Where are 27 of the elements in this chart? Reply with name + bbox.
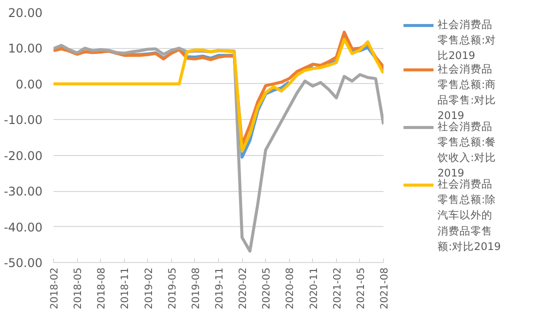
x-tick-label: 2020-08 <box>285 267 296 310</box>
x-tick-label: 2019-11 <box>214 267 226 310</box>
y-tick-label: -30.00 <box>4 184 43 199</box>
x-tick-label: 2019-08 <box>190 267 202 310</box>
legend-label: 社会消费品零售总额:商品零售:对比2019 <box>438 62 496 122</box>
x-tick-label: 2020-05 <box>262 267 273 310</box>
y-tick-label: 0.00 <box>16 77 42 92</box>
x-tick-label: 2018-08 <box>96 267 108 310</box>
x-tick-label: 2020-02 <box>238 267 250 310</box>
y-tick-label: 20.00 <box>8 6 43 20</box>
legend-label: 社会消费品零售总额:对比2019 <box>438 18 496 62</box>
legend-label: 社会消费品零售总额:餐饮收入:对比2019 <box>436 120 496 180</box>
x-tick-label: 2018-11 <box>120 267 132 310</box>
x-tick-label: 2021-05 <box>356 267 367 310</box>
x-tick-label: 2018-05 <box>73 267 84 310</box>
x-tick-label: 2019-05 <box>167 267 178 310</box>
x-tick-label: 2020-11 <box>308 267 320 310</box>
y-tick-label: -20.00 <box>4 148 43 163</box>
x-tick-label: 2018-02 <box>50 267 60 310</box>
y-tick-label: -40.00 <box>4 220 43 234</box>
x-tick-label: 2021-02 <box>332 267 344 310</box>
y-tick-label: -10.00 <box>4 113 43 128</box>
x-tick-label: 2021-08 <box>380 267 390 310</box>
y-tick-label: 10.00 <box>8 42 43 56</box>
x-tick-label: 2019-02 <box>144 267 155 310</box>
y-tick-label: -50.00 <box>4 256 43 270</box>
legend-label: 社会消费品零售总额:除汽车以外的消费品零售额:对比2019 <box>438 178 501 253</box>
